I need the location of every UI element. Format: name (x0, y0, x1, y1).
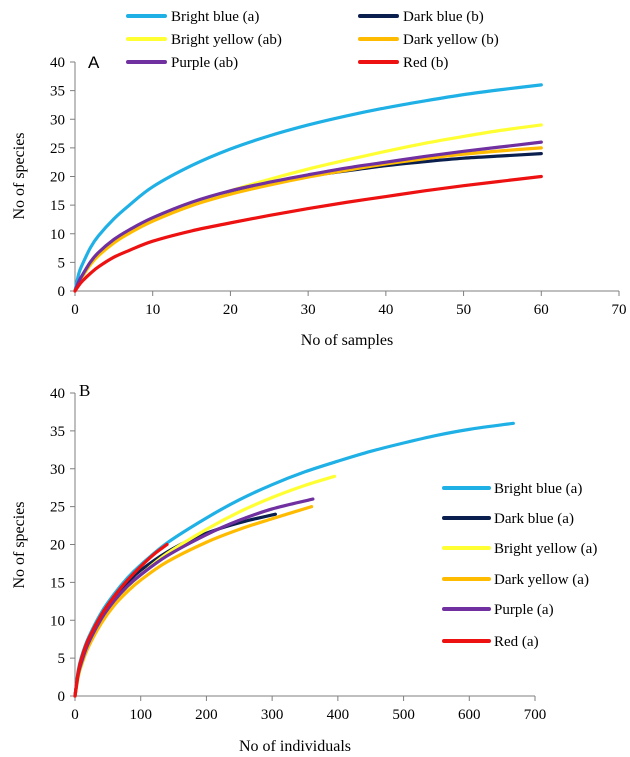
panel-a-x-tick-label: 10 (145, 302, 160, 318)
panel-b-x-tick-label: 300 (261, 707, 284, 723)
panel-a-label: A (88, 53, 100, 72)
panel-b-y-tick-label: 0 (58, 689, 66, 705)
panel-a-y-tick-label: 5 (58, 255, 66, 271)
panel-a-x-tick-label: 50 (456, 302, 471, 318)
panel-a-legend-label-dark-yellow-b: Dark yellow (b) (403, 32, 499, 48)
panel-b-y-tick-label: 40 (50, 386, 65, 402)
panel-b-legend-label-dark-yellow-a: Dark yellow (a) (494, 572, 589, 588)
panel-b-y-tick-label: 20 (50, 538, 65, 554)
panel-a-y-tick-label: 30 (50, 112, 65, 128)
panel-b-x-tick-label: 200 (195, 707, 218, 723)
panel-a-series-line-purple-ab (73, 140, 543, 293)
panel-a-legend-label-bright-blue-a: Bright blue (a) (171, 9, 259, 25)
panel-b-y-tick-label: 30 (50, 462, 65, 478)
panel-b-x-tick-label: 100 (129, 707, 152, 723)
panel-a-y-tick-label: 35 (50, 84, 65, 100)
panel-a-legend-label-purple-ab: Purple (ab) (171, 55, 238, 71)
panel-a-x-axis-title: No of samples (301, 332, 393, 349)
panel-a-chart: 0 10 20 30 40 50 60 70 0 5 10 15 20 25 30 35 40 No of sam… (11, 9, 627, 349)
panel-b-y-tick-label: 15 (50, 575, 65, 591)
panel-a-y-tick-label: 0 (58, 284, 66, 300)
panel-b-legend-label-bright-blue-a: Bright blue (a) (494, 481, 582, 497)
panel-b-y-axis-title: No of species (11, 501, 28, 588)
panel-b-series-line-bright-blue-a (73, 421, 515, 698)
panel-a-y-tick-label: 10 (50, 227, 65, 243)
panel-b-x-tick-label: 0 (71, 707, 79, 723)
panel-b-y-tick-label: 10 (50, 613, 65, 629)
panel-a-series-line-bright-blue-a (73, 83, 543, 293)
panel-a-y-tick-label: 40 (50, 55, 65, 71)
panel-a-x-tick-label: 30 (301, 302, 316, 318)
panel-b-x-axis-title: No of individuals (239, 738, 351, 755)
panel-b-y-tick-label: 5 (58, 651, 66, 667)
panel-b-x-tick-label: 700 (524, 707, 547, 723)
panel-a-x-tick-label: 40 (378, 302, 393, 318)
panel-a-series-line-red-b (73, 174, 543, 293)
panel-a-y-tick-label: 15 (50, 198, 65, 214)
panel-a-y-tick-label: 20 (50, 170, 65, 186)
panel-b-x-tick-label: 500 (392, 707, 415, 723)
panel-a-legend-label-bright-yellow-ab: Bright yellow (ab) (171, 32, 282, 48)
panel-b-legend-label-purple-a: Purple (a) (494, 602, 554, 618)
panel-b-legend-label-bright-yellow-a: Bright yellow (a) (494, 541, 597, 557)
panel-a-x-tick-label: 60 (534, 302, 549, 318)
panel-b-label: B (79, 381, 90, 400)
panel-b-series-line-bright-yellow-a (73, 474, 337, 698)
panel-a-x-tick-label: 70 (612, 302, 627, 318)
panel-a-x-tick-label: 20 (223, 302, 238, 318)
panel-b-y-tick-label: 35 (50, 424, 65, 440)
panel-b-legend-label-dark-blue-a: Dark blue (a) (494, 511, 574, 527)
panel-a-y-tick-label: 25 (50, 141, 65, 157)
panel-b-x-tick-label: 600 (458, 707, 481, 723)
panel-b-series-line-red-a (73, 542, 169, 698)
panel-b-chart: 0 100 200 300 400 500 600 700 0 5 10 15 20 25 30 35 40 No… (11, 381, 597, 755)
panel-a-legend-label-dark-blue-b: Dark blue (b) (403, 9, 484, 25)
panel-a-legend-label-red-b: Red (b) (403, 55, 448, 71)
panel-b-y-tick-label: 25 (50, 500, 65, 516)
panel-a-x-tick-label: 0 (71, 302, 79, 318)
panel-b-x-tick-label: 400 (327, 707, 350, 723)
panel-a-y-axis-title: No of species (11, 132, 28, 219)
panel-b-legend-label-red-a: Red (a) (494, 634, 539, 650)
